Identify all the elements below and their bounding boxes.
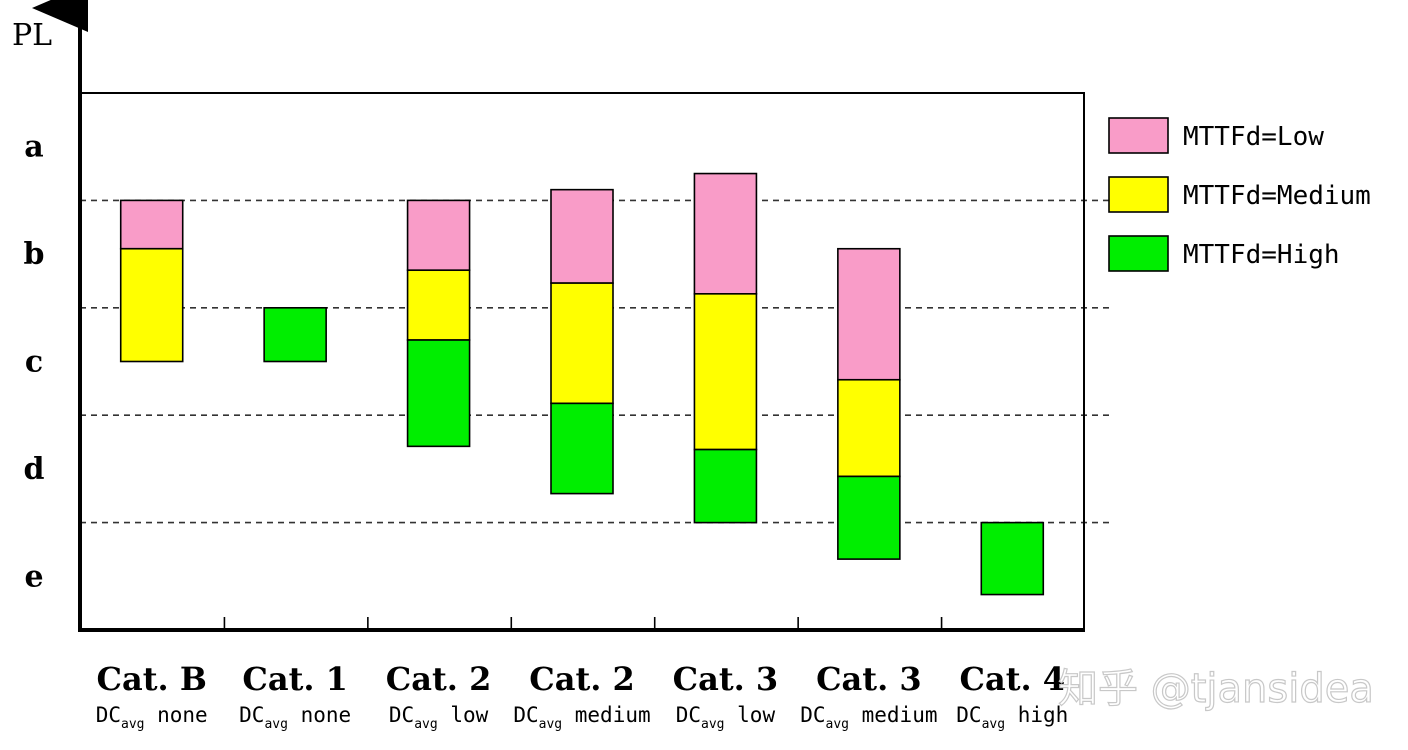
category-label: Cat. 2	[529, 660, 635, 698]
category-label: Cat. 3	[673, 660, 779, 698]
legend-swatch	[1108, 176, 1169, 213]
bar-segment	[263, 306, 327, 363]
bar-segment	[550, 402, 614, 495]
bar-segment	[693, 172, 758, 295]
legend-swatch	[1108, 117, 1169, 154]
dc-label: DCavg medium	[800, 703, 937, 732]
pl-level-label: d	[24, 452, 45, 487]
bar-segment	[693, 448, 758, 524]
dc-label: DCavg none	[96, 703, 208, 732]
bar-segment	[837, 378, 901, 478]
y-axis-title: PL	[12, 18, 52, 53]
legend-label: MTTFd=High	[1183, 240, 1340, 270]
bar-segment	[837, 475, 901, 560]
bar-segment	[550, 188, 614, 284]
category-label: Cat. B	[97, 660, 207, 698]
bar-segment	[693, 293, 758, 451]
pl-level-label: b	[24, 237, 45, 272]
legend-label: MTTFd=Low	[1183, 122, 1324, 152]
category-label: Cat. 3	[816, 660, 922, 698]
bar-segment	[119, 247, 184, 363]
dc-label: DCavg low	[676, 703, 776, 732]
dc-label: DCavg none	[239, 703, 351, 732]
plot-border	[80, 92, 1085, 630]
category-label: Cat. 1	[242, 660, 348, 698]
bar-segment	[406, 199, 471, 272]
legend-swatch	[1108, 235, 1169, 272]
pl-level-label: a	[24, 130, 43, 165]
watermark-text: 知乎 @tjansidea	[1058, 666, 1374, 712]
bar-segment	[837, 247, 901, 381]
category-label: Cat. 2	[386, 660, 492, 698]
category-label: Cat. 4	[960, 660, 1066, 698]
dc-label: DCavg medium	[513, 703, 650, 732]
pl-level-label: c	[25, 345, 43, 380]
legend-label: MTTFd=Medium	[1183, 181, 1371, 211]
bar-segment	[406, 269, 471, 341]
bar-segment	[980, 521, 1045, 596]
bar-segment	[550, 282, 614, 405]
bar-segment	[119, 199, 184, 250]
pl-level-label: e	[24, 559, 43, 594]
dc-label: DCavg low	[389, 703, 489, 732]
bar-segment	[406, 339, 471, 448]
dc-label: DCavg high	[956, 703, 1068, 732]
